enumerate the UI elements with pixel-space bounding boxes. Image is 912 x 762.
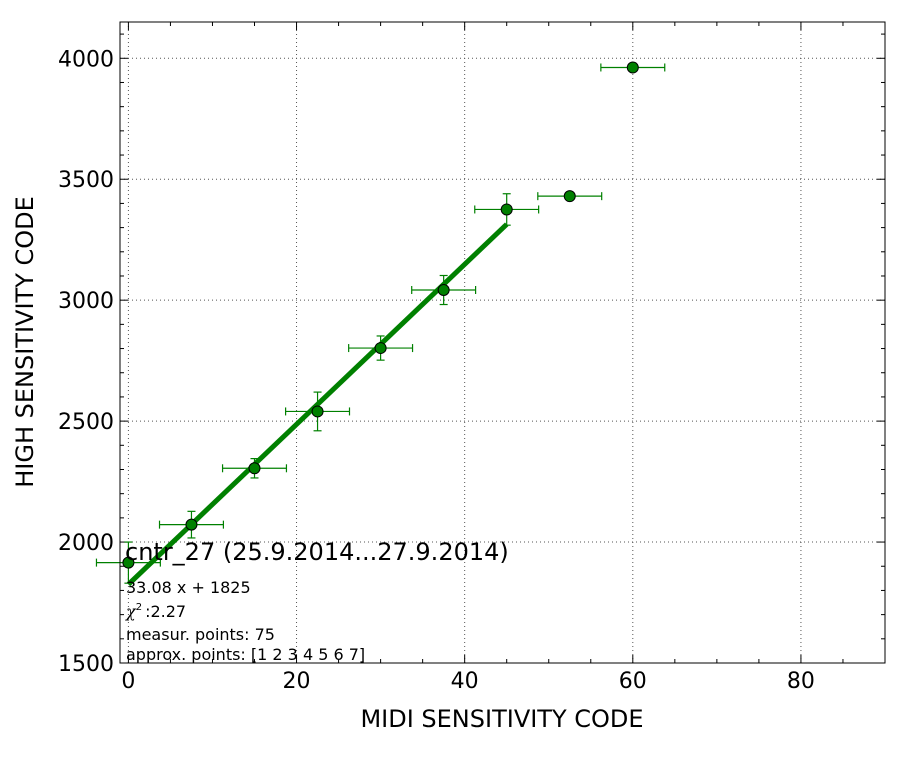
annotation-measur-points: measur. points: 75 bbox=[126, 625, 275, 644]
data-point bbox=[500, 203, 513, 216]
points-layer bbox=[95, 61, 666, 584]
y-tick-label: 3500 bbox=[58, 168, 114, 193]
y-tick-label: 2500 bbox=[58, 410, 114, 435]
x-tick-label: 60 bbox=[619, 669, 647, 694]
x-tick-label: 0 bbox=[121, 669, 135, 694]
data-point bbox=[122, 556, 135, 569]
x-tick-label: 80 bbox=[787, 669, 815, 694]
fit-annotation: cntr_27 (25.9.2014...27.9.2014) 33.08 x … bbox=[125, 538, 509, 664]
data-point bbox=[311, 405, 324, 418]
chi-superscript: 2 bbox=[136, 602, 142, 613]
chi-value: :2.27 bbox=[145, 602, 186, 621]
data-point bbox=[437, 284, 450, 297]
data-point bbox=[563, 190, 576, 203]
y-tick-label: 2000 bbox=[58, 531, 114, 556]
grid bbox=[120, 22, 885, 664]
data-point bbox=[626, 61, 639, 74]
data-point bbox=[185, 518, 198, 531]
y-axis-title: HIGH SENSITIVITY CODE bbox=[11, 196, 39, 488]
data-point bbox=[374, 342, 387, 355]
x-tick-label: 20 bbox=[283, 669, 311, 694]
annotation-equation: 33.08 x + 1825 bbox=[126, 578, 251, 597]
y-tick-label: 1500 bbox=[58, 652, 114, 677]
x-axis-title: MIDI SENSITIVITY CODE bbox=[360, 705, 643, 733]
annotation-title: cntr_27 (25.9.2014...27.9.2014) bbox=[125, 538, 509, 566]
plot-frame bbox=[119, 21, 886, 664]
y-tick-label: 4000 bbox=[58, 47, 114, 72]
annotation-approx-points: approx. points: [1 2 3 4 5 6 7] bbox=[126, 645, 365, 664]
annotation-chi2: χ2:2.27 bbox=[125, 602, 186, 621]
plot-background bbox=[120, 22, 885, 663]
x-tick-label: 40 bbox=[451, 669, 479, 694]
chi-symbol: χ bbox=[125, 602, 137, 621]
data-point bbox=[248, 462, 261, 475]
y-tick-label: 3000 bbox=[58, 289, 114, 314]
tick-labels: 0 20 40 60 80 1500 2000 2500 3000 3500 4000 bbox=[58, 47, 815, 694]
